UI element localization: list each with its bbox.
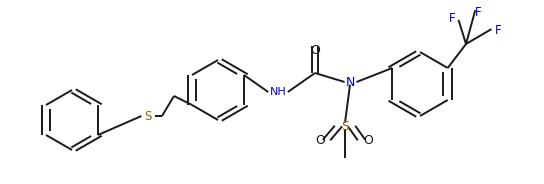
- Text: F: F: [494, 24, 502, 36]
- Text: O: O: [310, 43, 320, 56]
- Text: NH: NH: [270, 87, 286, 97]
- Text: F: F: [449, 11, 455, 24]
- Text: N: N: [345, 75, 355, 89]
- Text: F: F: [475, 6, 481, 19]
- Text: S: S: [341, 119, 349, 132]
- Text: O: O: [363, 134, 373, 146]
- Text: S: S: [144, 109, 152, 123]
- Text: O: O: [315, 134, 325, 146]
